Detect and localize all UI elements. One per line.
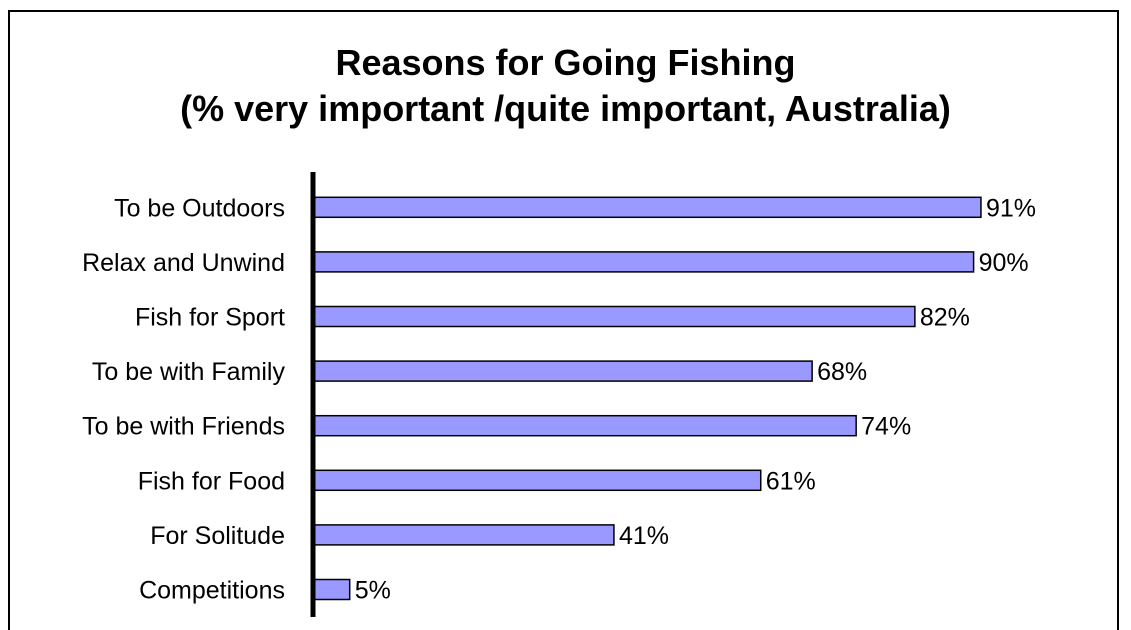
bars-layer: To be Outdoors 91% Relax and Unwind 90% Fish… [82, 194, 1036, 604]
category-label: To be with Friends [82, 413, 285, 441]
category-label: To be with Family [92, 358, 286, 386]
bar-relax-and-unwind [312, 251, 975, 273]
data-label: 91% [986, 194, 1036, 222]
category-label: Fish for Food [138, 467, 285, 495]
category-label: Relax and Unwind [82, 249, 285, 277]
bar-to-be-with-family [312, 360, 813, 382]
data-label: 90% [979, 249, 1029, 277]
category-label: For Solitude [150, 522, 285, 550]
chart-subtitle: (% very important /quite important, Aust… [180, 88, 951, 129]
data-label: 82% [920, 304, 970, 332]
bar-to-be-with-friends [312, 414, 857, 437]
category-label: Competitions [139, 577, 285, 605]
data-label: 68% [817, 358, 867, 386]
data-label: 74% [861, 413, 911, 441]
bar-competitions [312, 578, 351, 601]
bar-fish-for-food [312, 469, 762, 492]
bar-fish-for-sport [312, 305, 916, 328]
data-label: 41% [619, 522, 669, 550]
category-label: Fish for Sport [135, 304, 285, 332]
category-label: To be Outdoors [114, 194, 285, 222]
bar-for-solitude [312, 524, 615, 546]
data-label: 61% [766, 467, 816, 495]
chart-title: Reasons for Going Fishing [335, 42, 796, 83]
data-label: 5% [355, 577, 391, 605]
bar-to-be-outdoors [312, 196, 982, 219]
